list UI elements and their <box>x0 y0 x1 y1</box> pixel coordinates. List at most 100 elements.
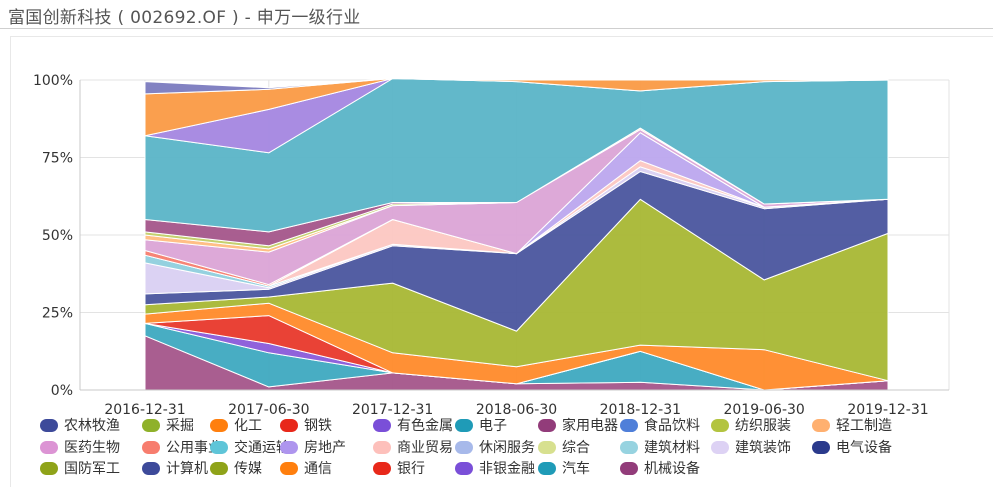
x-tick-label: 2018-12-31 <box>600 402 681 418</box>
area-series-group <box>144 78 889 391</box>
legend-swatch <box>210 418 228 432</box>
legend-label: 纺织服装 <box>735 418 791 434</box>
legend-swatch <box>210 461 228 475</box>
legend-item[interactable]: 汽车 <box>538 459 590 477</box>
legend-swatch <box>373 440 391 454</box>
legend-item[interactable]: 采掘 <box>142 416 194 434</box>
legend-swatch <box>538 418 556 432</box>
legend-label: 计算机 <box>166 461 208 477</box>
legend-label: 机械设备 <box>644 461 700 477</box>
legend-item[interactable]: 建筑材料 <box>620 438 700 456</box>
legend-label: 建筑材料 <box>644 440 700 456</box>
legend-swatch <box>40 461 58 475</box>
legend-swatch <box>142 461 160 475</box>
y-tick-label: 100% <box>33 73 73 89</box>
x-tick-label: 2017-06-30 <box>228 402 309 418</box>
legend-label: 国防军工 <box>64 461 120 477</box>
legend-item[interactable]: 纺织服装 <box>711 416 791 434</box>
legend-label: 商业贸易 <box>397 440 453 456</box>
title-bar: 富国创新科技 ( 002692.OF ) - 申万一级行业 <box>0 0 993 29</box>
legend-label: 银行 <box>397 461 425 477</box>
legend-item[interactable]: 综合 <box>538 438 590 456</box>
legend-item[interactable]: 家用电器 <box>538 416 618 434</box>
legend-swatch <box>538 440 556 454</box>
y-tick-label: 0% <box>51 383 73 399</box>
legend-label: 综合 <box>562 440 590 456</box>
legend-swatch <box>620 418 638 432</box>
legend-swatch <box>210 440 228 454</box>
legend-item[interactable]: 国防军工 <box>40 459 120 477</box>
legend-item[interactable]: 钢铁 <box>280 416 332 434</box>
area-series-农林牧渔 <box>144 78 889 95</box>
legend-label: 采掘 <box>166 418 194 434</box>
legend-item[interactable]: 休闲服务 <box>455 438 535 456</box>
legend-label: 交通运输 <box>234 440 290 456</box>
legend-label: 有色金属 <box>397 418 453 434</box>
legend-item[interactable]: 非银金融 <box>455 459 535 477</box>
axes: 0% 25% 50% 75% 100% 2016-12-31 2017-06-30 2017-… <box>33 73 949 418</box>
legend-item[interactable]: 电气设备 <box>812 438 892 456</box>
legend-label: 传媒 <box>234 461 262 477</box>
legend-item[interactable]: 机械设备 <box>620 459 700 477</box>
chart-legend: 农林牧渔 采掘 化工 钢铁 有色金属 电子 家用电器 食品饮料 纺织服装 轻工制造医药生物 公用事业… <box>40 414 990 484</box>
legend-label: 电子 <box>479 418 507 434</box>
legend-item[interactable]: 农林牧渔 <box>40 416 120 434</box>
legend-swatch <box>455 440 473 454</box>
legend-swatch <box>455 418 473 432</box>
legend-swatch <box>40 418 58 432</box>
legend-label: 汽车 <box>562 461 590 477</box>
legend-swatch <box>812 418 830 432</box>
y-tick-label: 75% <box>42 151 73 167</box>
legend-swatch <box>812 440 830 454</box>
legend-label: 建筑装饰 <box>735 440 791 456</box>
legend-label: 公用事业 <box>166 440 222 456</box>
legend-label: 非银金融 <box>479 461 535 477</box>
x-tick-label: 2018-06-30 <box>476 402 557 418</box>
legend-label: 轻工制造 <box>836 418 892 434</box>
legend-swatch <box>538 461 556 475</box>
legend-swatch <box>280 461 298 475</box>
legend-label: 钢铁 <box>304 418 332 434</box>
legend-label: 农林牧渔 <box>64 418 120 434</box>
chart-frame <box>10 36 993 487</box>
legend-swatch <box>142 440 160 454</box>
legend-item[interactable]: 计算机 <box>142 459 208 477</box>
legend-label: 房地产 <box>304 440 346 456</box>
legend-item[interactable]: 银行 <box>373 459 425 477</box>
legend-item[interactable]: 食品饮料 <box>620 416 700 434</box>
legend-item[interactable]: 轻工制造 <box>812 416 892 434</box>
legend-item[interactable]: 电子 <box>455 416 507 434</box>
legend-item[interactable]: 房地产 <box>280 438 346 456</box>
legend-item[interactable]: 通信 <box>280 459 332 477</box>
legend-swatch <box>142 418 160 432</box>
legend-label: 电气设备 <box>836 440 892 456</box>
legend-label: 医药生物 <box>64 440 120 456</box>
legend-swatch <box>373 461 391 475</box>
x-tick-label: 2017-12-31 <box>352 402 433 418</box>
legend-item[interactable]: 有色金属 <box>373 416 453 434</box>
legend-item[interactable]: 商业贸易 <box>373 438 453 456</box>
x-tick-label: 2016-12-31 <box>104 402 185 418</box>
x-tick-label: 2019-12-31 <box>847 402 928 418</box>
legend-item[interactable]: 医药生物 <box>40 438 120 456</box>
page-title: 富国创新科技 ( 002692.OF ) - 申万一级行业 <box>8 8 361 28</box>
legend-swatch <box>40 440 58 454</box>
legend-swatch <box>620 461 638 475</box>
legend-label: 化工 <box>234 418 262 434</box>
x-tick-label: 2019-06-30 <box>723 402 804 418</box>
legend-swatch <box>455 461 473 475</box>
legend-label: 家用电器 <box>562 418 618 434</box>
legend-item[interactable]: 公用事业 <box>142 438 222 456</box>
legend-label: 休闲服务 <box>479 440 535 456</box>
legend-swatch <box>373 418 391 432</box>
legend-label: 食品饮料 <box>644 418 700 434</box>
legend-label: 通信 <box>304 461 332 477</box>
y-tick-label: 50% <box>42 228 73 244</box>
legend-item[interactable]: 交通运输 <box>210 438 290 456</box>
legend-item[interactable]: 传媒 <box>210 459 262 477</box>
y-tick-label: 25% <box>42 306 73 322</box>
legend-item[interactable]: 化工 <box>210 416 262 434</box>
legend-item[interactable]: 建筑装饰 <box>711 438 791 456</box>
legend-swatch <box>711 440 729 454</box>
